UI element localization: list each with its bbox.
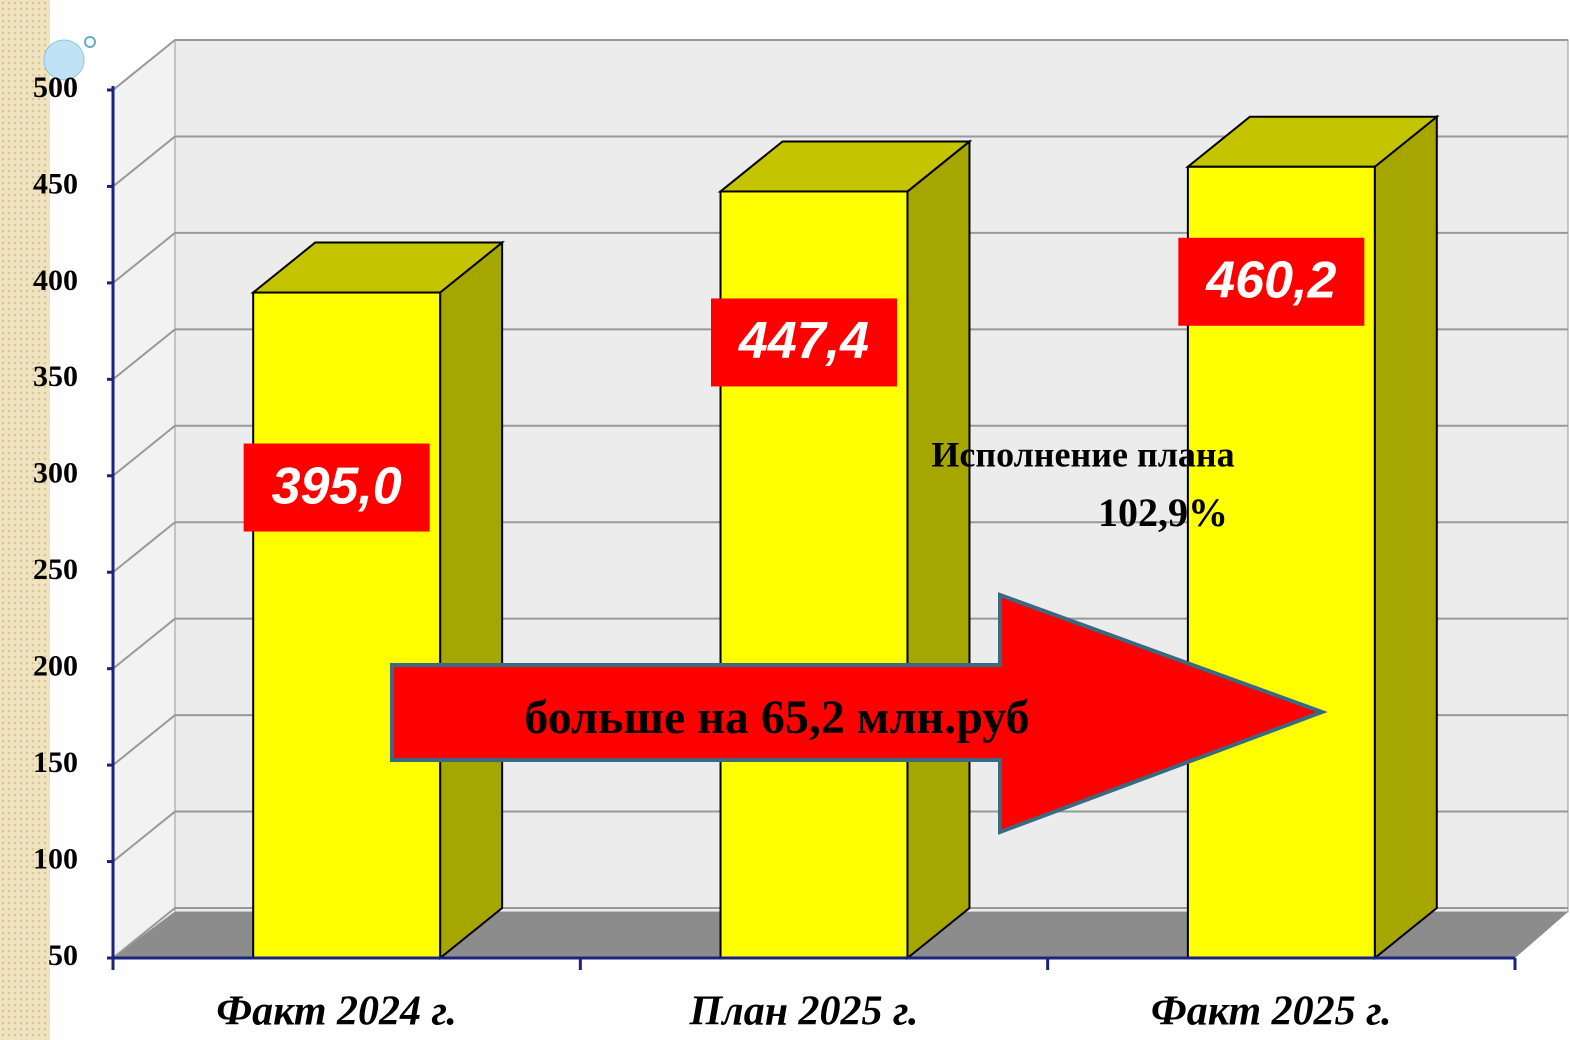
y-tick-label: 400 <box>33 264 78 297</box>
y-tick-label: 200 <box>33 650 78 683</box>
bar-side <box>440 243 502 958</box>
y-tick-label: 50 <box>48 939 78 972</box>
bar-front <box>253 293 440 958</box>
bubble <box>85 37 95 47</box>
annotation: 102,9% <box>1098 490 1228 535</box>
y-tick-label: 300 <box>33 457 78 490</box>
annotation: Исполнение плана <box>931 434 1234 474</box>
y-tick-label: 350 <box>33 360 78 393</box>
x-tick-label: Факт 2024 г. <box>216 989 457 1035</box>
value-label: 447,4 <box>738 312 869 370</box>
bar-side <box>907 141 969 958</box>
chart: 395,0 447,4 460,2 50 100 150 200 250 300 350 400 4… <box>0 0 1570 1040</box>
value-label: 460,2 <box>1205 252 1336 310</box>
bar <box>721 141 970 958</box>
bars: 395,0 447,4 460,2 <box>244 117 1437 958</box>
y-tick-label: 100 <box>33 842 78 875</box>
side-strip <box>0 0 50 1040</box>
x-tick-label: Факт 2025 г. <box>1151 989 1392 1035</box>
y-tick-label: 250 <box>33 553 78 586</box>
value-label: 395,0 <box>272 457 402 515</box>
y-tick-label: 450 <box>33 167 78 200</box>
x-tick-label: План 2025 г. <box>689 989 919 1035</box>
arrow-label: больше на 65,2 млн.руб <box>524 691 1029 744</box>
bar-side <box>1375 117 1437 958</box>
bar <box>253 243 502 958</box>
y-tick-label: 500 <box>33 71 78 104</box>
y-tick-label: 150 <box>33 746 78 779</box>
